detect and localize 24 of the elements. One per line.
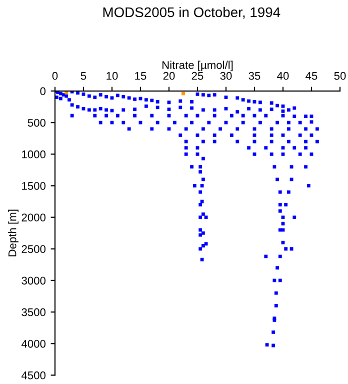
y-tick-label: 2000 [22, 214, 46, 222]
x-tick-label: 20 [163, 72, 175, 80]
y-tick-label: 500 [28, 118, 46, 127]
y-tick-label: 3000 [22, 276, 46, 285]
y-axis-title: Depth [m] [8, 210, 18, 256]
x-tick-label: 40 [277, 72, 289, 80]
x-tick-label: 10 [106, 72, 118, 80]
y-tick-label: 3500 [22, 308, 46, 316]
y-tick-label: 2500 [22, 245, 46, 254]
x-tick-label: 35 [248, 72, 260, 80]
x-tick-label: 15 [135, 72, 146, 80]
y-tick-label: 4500 [21, 371, 46, 380]
y-tick-label: 0 [40, 87, 46, 96]
x-tick-label: 5 [80, 72, 86, 80]
y-tick-label: 4000 [21, 340, 46, 348]
y-tick-label: 1000 [22, 150, 46, 158]
x-tick-label: 25 [192, 72, 204, 80]
x-tick-label: 30 [220, 72, 232, 80]
x-tick-label: 50 [334, 72, 346, 80]
x-tick-label: 0 [52, 72, 58, 80]
x-axis-title: Nitrate [µmol/l] [162, 60, 233, 72]
x-tick-label: 45 [306, 72, 318, 80]
chart-title: MODS2005 in October, 1994 [103, 6, 280, 19]
y-tick-label: 1500 [22, 182, 46, 190]
